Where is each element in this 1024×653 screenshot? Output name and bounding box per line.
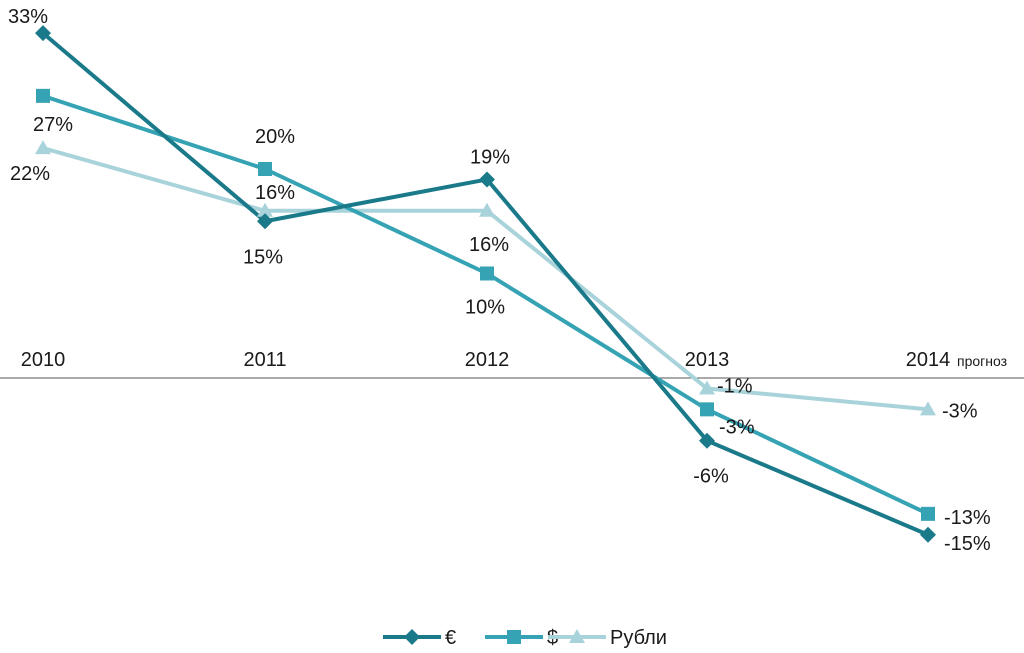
series-0-point-2010 [35, 25, 51, 42]
x-tick-note: прогноз [957, 353, 1007, 369]
legend-marker-1 [507, 630, 521, 644]
data-label-series-1-2011: 20% [255, 126, 295, 148]
data-label-series-2-2014: -3% [942, 400, 978, 422]
series-lines [41, 31, 929, 537]
data-label-series-2-2012: 16% [469, 234, 509, 256]
series-2-point-2011 [257, 202, 273, 217]
series-2-point-2014 [920, 401, 936, 416]
data-label-series-0-2013: -6% [693, 466, 729, 488]
data-label-series-0-2011: 15% [243, 246, 283, 268]
x-tick-label-2013: 2013 [685, 349, 730, 371]
x-tick-label-2010: 2010 [21, 349, 66, 371]
series-1-point-2010 [36, 88, 50, 103]
legend: €$Рубли [383, 627, 667, 649]
legend-marker-0 [404, 629, 420, 645]
x-tick-labels: 2010 2011 2012 2013 2014 прогноз [21, 349, 1007, 371]
series-1-point-2013 [700, 402, 714, 417]
x-tick-label-2011: 2011 [243, 349, 286, 371]
data-label-series-0-2014: -15% [944, 533, 991, 555]
series-markers [35, 25, 936, 543]
series-1-point-2012 [480, 266, 494, 281]
data-label-series-1-2014: -13% [944, 507, 991, 529]
data-label-series-1-2010: 27% [33, 114, 73, 136]
series-0-point-2014 [920, 526, 936, 543]
series-2-point-2010 [35, 140, 51, 155]
series-1-point-2011 [258, 162, 272, 176]
series-line-0 [41, 31, 929, 537]
data-label-series-2-2011: 16% [255, 182, 295, 204]
data-label-series-0-2012: 19% [470, 146, 510, 168]
series-0-point-2011 [257, 213, 273, 230]
data-label-series-0-2010: 33% [8, 6, 48, 28]
legend-marker-2 [569, 629, 585, 643]
data-label-series-1-2013: -3% [719, 416, 755, 438]
series-0-point-2013 [699, 432, 715, 449]
legend-label-2: Рубли [610, 627, 667, 649]
x-tick-label-2012: 2012 [465, 349, 510, 371]
series-0-point-2012 [479, 171, 495, 188]
data-label-series-2-2010: 22% [10, 163, 50, 185]
series-1-point-2014 [921, 506, 935, 521]
data-label-series-1-2012: 10% [465, 297, 505, 319]
series-2-point-2012 [479, 202, 495, 217]
series-2-point-2013 [699, 380, 715, 395]
data-labels: 33% 15% 19% -6% -15% 27% 20% 10% -3% -13% 22% 16% 16… [8, 6, 991, 555]
data-label-series-2-2013: -1% [717, 375, 753, 397]
x-tick-label-2014: 2014 [906, 349, 951, 371]
legend-label-0: € [445, 627, 456, 649]
